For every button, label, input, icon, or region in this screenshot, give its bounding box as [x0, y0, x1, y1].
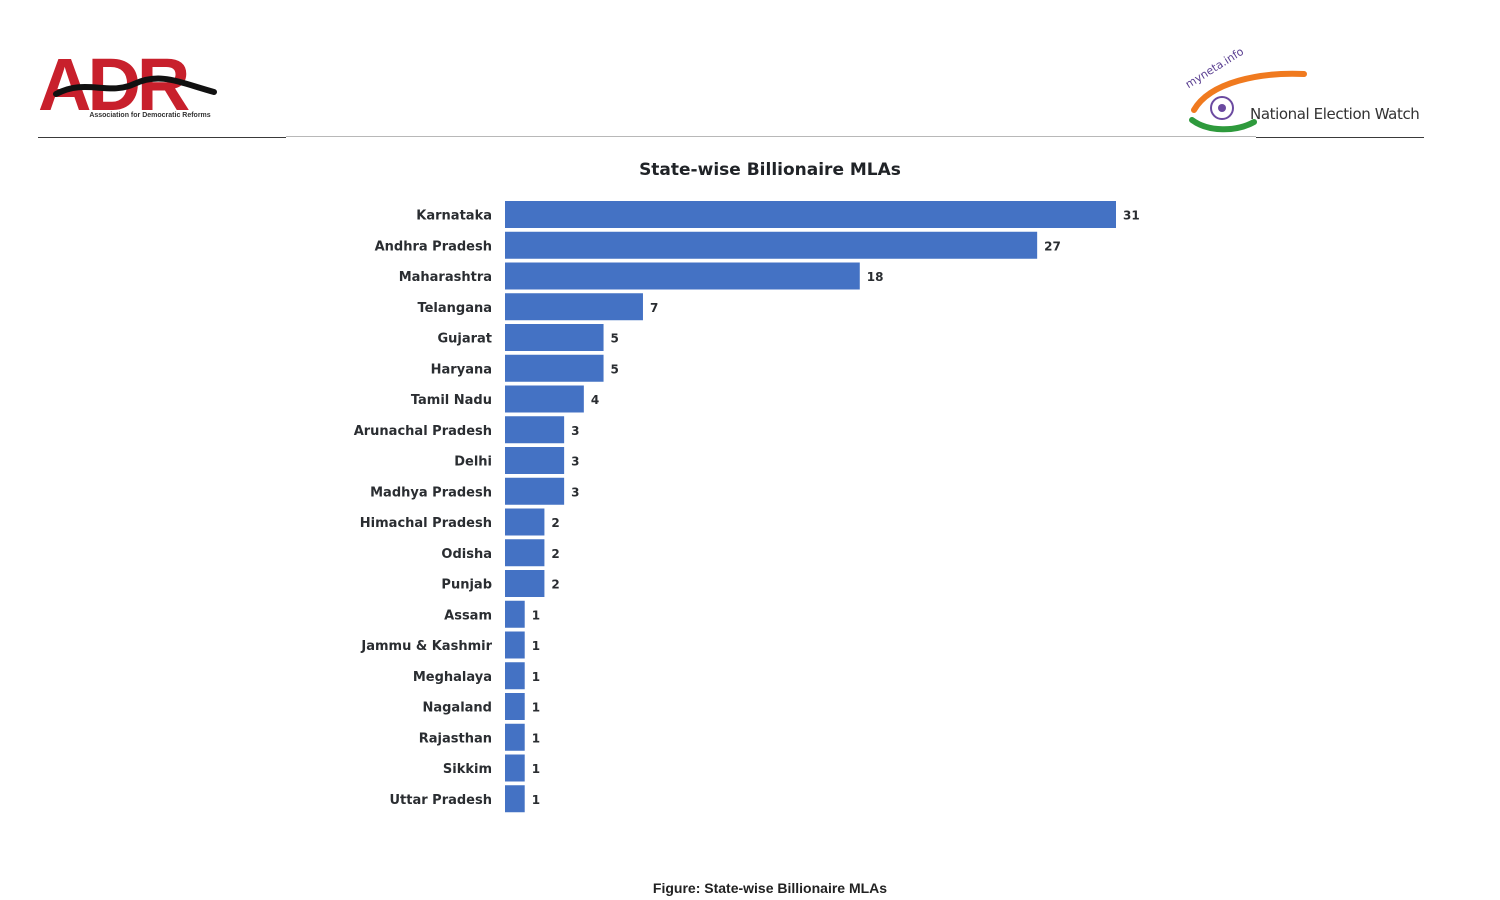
chart-title: State-wise Billionaire MLAs	[639, 160, 901, 180]
national-election-watch-title: National Election Watch	[1250, 105, 1420, 123]
adr-logo: ADR Association for Democratic Reforms	[38, 52, 248, 124]
bar-meghalaya	[505, 662, 525, 690]
bar-rajasthan	[505, 723, 525, 751]
category-label-meghalaya: Meghalaya	[413, 670, 492, 685]
category-label-andhra-pradesh: Andhra Pradesh	[375, 239, 492, 254]
value-label-madhya-pradesh: 3	[571, 485, 579, 499]
value-label-assam: 1	[532, 608, 540, 622]
value-label-punjab: 2	[551, 578, 559, 592]
category-label-jammu-kashmir: Jammu & Kashmir	[360, 639, 492, 654]
tricolor-emblem-icon	[1189, 70, 1307, 133]
bar-andhra-pradesh	[505, 231, 1038, 259]
value-label-arunachal-pradesh: 3	[571, 424, 579, 438]
category-label-odisha: Odisha	[441, 547, 492, 562]
bar-gujarat	[505, 324, 604, 351]
category-label-telangana: Telangana	[417, 301, 492, 316]
category-label-rajasthan: Rajasthan	[419, 731, 492, 746]
category-label-delhi: Delhi	[454, 455, 492, 470]
bar-assam	[505, 600, 525, 628]
value-label-haryana: 5	[611, 362, 619, 376]
bar-odisha	[505, 539, 545, 567]
value-label-rajasthan: 1	[532, 731, 540, 745]
bar-telangana	[505, 293, 643, 321]
value-label-odisha: 2	[551, 547, 559, 561]
bar-sikkim	[505, 754, 525, 782]
category-label-maharashtra: Maharashtra	[399, 270, 492, 285]
category-label-assam: Assam	[444, 608, 492, 623]
category-label-karnataka: Karnataka	[416, 209, 492, 224]
value-label-tamil-nadu: 4	[591, 393, 599, 407]
bar-punjab	[505, 570, 545, 597]
value-label-karnataka: 31	[1123, 209, 1140, 223]
bar-himachal-pradesh	[505, 508, 545, 536]
category-label-nagaland: Nagaland	[422, 701, 492, 716]
header-rule-left	[38, 137, 286, 138]
adr-tagline: Association for Democratic Reforms	[89, 112, 211, 119]
bar-karnataka	[505, 201, 1116, 228]
national-election-watch-logo: myneta.info National Election Watch	[1180, 45, 1430, 134]
category-label-arunachal-pradesh: Arunachal Pradesh	[354, 424, 492, 439]
header-rule-right	[1256, 137, 1424, 138]
value-label-nagaland: 1	[532, 701, 540, 715]
category-label-uttar-pradesh: Uttar Pradesh	[389, 793, 492, 808]
value-label-delhi: 3	[571, 455, 579, 469]
value-label-telangana: 7	[650, 301, 658, 315]
bar-delhi	[505, 447, 565, 474]
bar-madhya-pradesh	[505, 477, 565, 505]
category-label-punjab: Punjab	[441, 578, 492, 593]
bar-jammu-kashmir	[505, 631, 525, 659]
bar-tamil-nadu	[505, 385, 584, 413]
value-label-jammu-kashmir: 1	[532, 639, 540, 653]
value-label-maharashtra: 18	[867, 270, 884, 284]
value-label-himachal-pradesh: 2	[551, 516, 559, 530]
category-label-himachal-pradesh: Himachal Pradesh	[360, 516, 492, 531]
bar-haryana	[505, 354, 604, 382]
figure-caption: Figure: State-wise Billionaire MLAs	[652, 880, 888, 896]
category-label-sikkim: Sikkim	[443, 762, 492, 777]
value-label-sikkim: 1	[532, 762, 540, 776]
adr-swoosh	[53, 75, 217, 97]
value-label-andhra-pradesh: 27	[1044, 239, 1061, 253]
adr-logo-mark: ADR	[38, 52, 217, 112]
bar-uttar-pradesh	[505, 785, 525, 813]
category-label-gujarat: Gujarat	[437, 332, 492, 347]
value-label-meghalaya: 1	[532, 670, 540, 684]
bar-maharashtra	[505, 262, 860, 290]
value-label-gujarat: 5	[611, 332, 619, 346]
category-label-tamil-nadu: Tamil Nadu	[411, 393, 492, 408]
value-label-uttar-pradesh: 1	[532, 793, 540, 807]
bar-nagaland	[505, 693, 525, 720]
category-label-haryana: Haryana	[431, 362, 492, 377]
header-rule	[286, 136, 1256, 137]
bar-arunachal-pradesh	[505, 416, 565, 444]
category-label-madhya-pradesh: Madhya Pradesh	[370, 485, 492, 500]
